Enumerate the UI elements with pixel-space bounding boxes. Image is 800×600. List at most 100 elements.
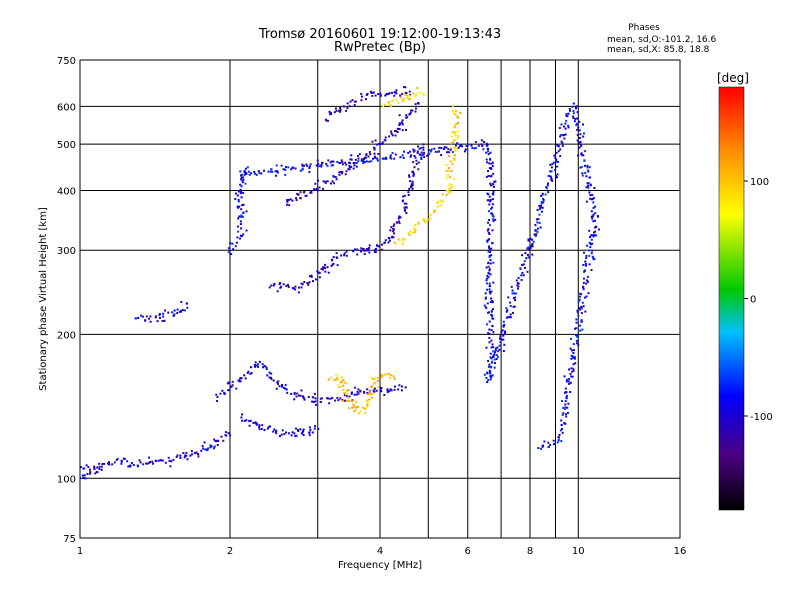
phase-point bbox=[320, 397, 323, 400]
phase-point bbox=[214, 439, 217, 442]
phase-point bbox=[531, 244, 534, 247]
phase-point bbox=[246, 166, 249, 169]
phase-point bbox=[453, 113, 456, 116]
phase-point bbox=[569, 109, 572, 112]
phase-point bbox=[454, 131, 457, 134]
phase-point bbox=[489, 273, 492, 276]
phase-point bbox=[242, 192, 245, 195]
phase-point bbox=[284, 383, 287, 386]
phase-point bbox=[418, 147, 421, 150]
phase-point bbox=[486, 199, 489, 202]
phase-point bbox=[391, 235, 394, 238]
phase-point bbox=[366, 391, 369, 394]
phase-point bbox=[490, 167, 493, 170]
phase-point bbox=[404, 94, 407, 97]
phase-point bbox=[491, 203, 494, 206]
phase-point bbox=[545, 186, 548, 189]
phase-point bbox=[160, 459, 163, 462]
phase-point bbox=[163, 319, 166, 322]
phase-point bbox=[493, 180, 496, 183]
phase-point bbox=[158, 312, 161, 315]
phase-point bbox=[297, 430, 300, 433]
phase-point bbox=[183, 309, 186, 312]
phase-point bbox=[516, 281, 519, 284]
phase-point bbox=[491, 361, 494, 364]
phase-point bbox=[390, 157, 393, 160]
x-tick-label: 16 bbox=[674, 546, 687, 557]
phase-point bbox=[485, 376, 488, 379]
phase-point bbox=[217, 439, 220, 442]
phase-point bbox=[365, 160, 368, 163]
phase-point bbox=[371, 385, 374, 388]
phase-point bbox=[568, 107, 571, 110]
phase-point bbox=[564, 133, 567, 136]
phase-point bbox=[151, 462, 154, 465]
phase-point bbox=[535, 218, 538, 221]
phase-point bbox=[334, 378, 337, 381]
phase-point bbox=[489, 258, 492, 261]
phase-point bbox=[399, 156, 402, 159]
phase-point bbox=[86, 473, 89, 476]
phase-point bbox=[244, 377, 247, 380]
phase-point bbox=[167, 311, 170, 314]
phase-point bbox=[369, 392, 372, 395]
phase-point bbox=[560, 419, 563, 422]
phase-point bbox=[243, 419, 246, 422]
phase-point bbox=[334, 107, 337, 110]
phase-point bbox=[185, 452, 188, 455]
phase-point bbox=[183, 456, 186, 459]
phase-point bbox=[582, 135, 585, 138]
phase-point bbox=[440, 146, 443, 149]
phase-point bbox=[401, 239, 404, 242]
phase-point bbox=[228, 389, 231, 392]
phase-point bbox=[552, 443, 555, 446]
phase-point bbox=[567, 124, 570, 127]
phase-point bbox=[588, 241, 591, 244]
phase-point bbox=[401, 154, 404, 157]
phase-point bbox=[241, 179, 244, 182]
phase-point bbox=[307, 283, 310, 286]
phase-point bbox=[393, 94, 396, 97]
phase-point bbox=[250, 366, 253, 369]
phase-point bbox=[237, 217, 240, 220]
phase-point bbox=[359, 410, 362, 413]
phases-o-stats: mean, sd,O:-101.2, 16.6 bbox=[607, 35, 717, 45]
phase-point bbox=[420, 91, 423, 94]
phase-point bbox=[553, 154, 556, 157]
phase-point bbox=[571, 370, 574, 373]
phase-point bbox=[308, 165, 311, 168]
phase-point bbox=[427, 218, 430, 221]
phase-point bbox=[414, 107, 417, 110]
phase-point bbox=[592, 257, 595, 260]
phase-point bbox=[456, 142, 459, 145]
phase-point bbox=[336, 396, 339, 399]
phase-point bbox=[348, 166, 351, 169]
phase-point bbox=[403, 202, 406, 205]
phase-point bbox=[488, 365, 491, 368]
phase-point bbox=[554, 442, 557, 445]
phase-point bbox=[377, 142, 380, 145]
phase-point bbox=[410, 186, 413, 189]
phase-point bbox=[527, 238, 530, 241]
phase-point bbox=[502, 334, 505, 337]
phase-point bbox=[364, 411, 367, 414]
phase-point bbox=[525, 257, 528, 260]
phase-point bbox=[353, 409, 356, 412]
x-tick-label: 1 bbox=[77, 546, 83, 557]
phase-point bbox=[176, 454, 179, 457]
phase-point bbox=[373, 248, 376, 251]
phase-point bbox=[485, 151, 488, 154]
phase-point bbox=[463, 150, 466, 153]
phase-point bbox=[450, 169, 453, 172]
phase-point bbox=[414, 93, 417, 96]
phase-point bbox=[488, 320, 491, 323]
phase-point bbox=[287, 432, 290, 435]
phase-point bbox=[138, 459, 141, 462]
phase-point bbox=[239, 183, 242, 186]
phase-point bbox=[405, 211, 408, 214]
phase-point bbox=[409, 97, 412, 100]
phase-point bbox=[374, 381, 377, 384]
phase-point bbox=[549, 163, 552, 166]
phase-point bbox=[492, 191, 495, 194]
phase-point bbox=[447, 151, 450, 154]
